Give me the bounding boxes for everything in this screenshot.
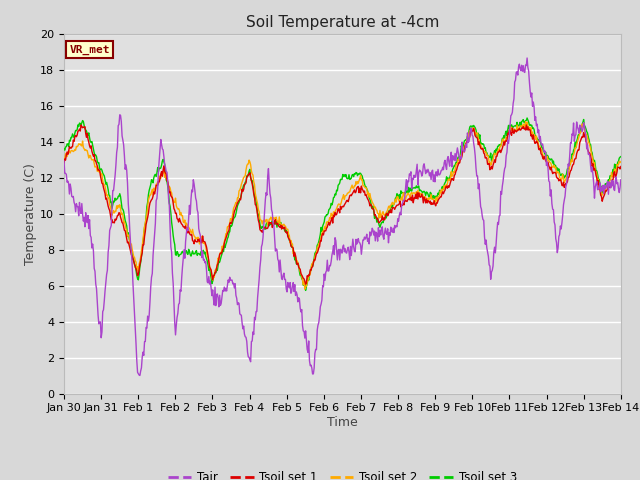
Title: Soil Temperature at -4cm: Soil Temperature at -4cm <box>246 15 439 30</box>
X-axis label: Time: Time <box>327 416 358 429</box>
Legend: Tair, Tsoil set 1, Tsoil set 2, Tsoil set 3: Tair, Tsoil set 1, Tsoil set 2, Tsoil se… <box>163 466 522 480</box>
Text: VR_met: VR_met <box>70 44 110 55</box>
Y-axis label: Temperature (C): Temperature (C) <box>24 163 37 264</box>
